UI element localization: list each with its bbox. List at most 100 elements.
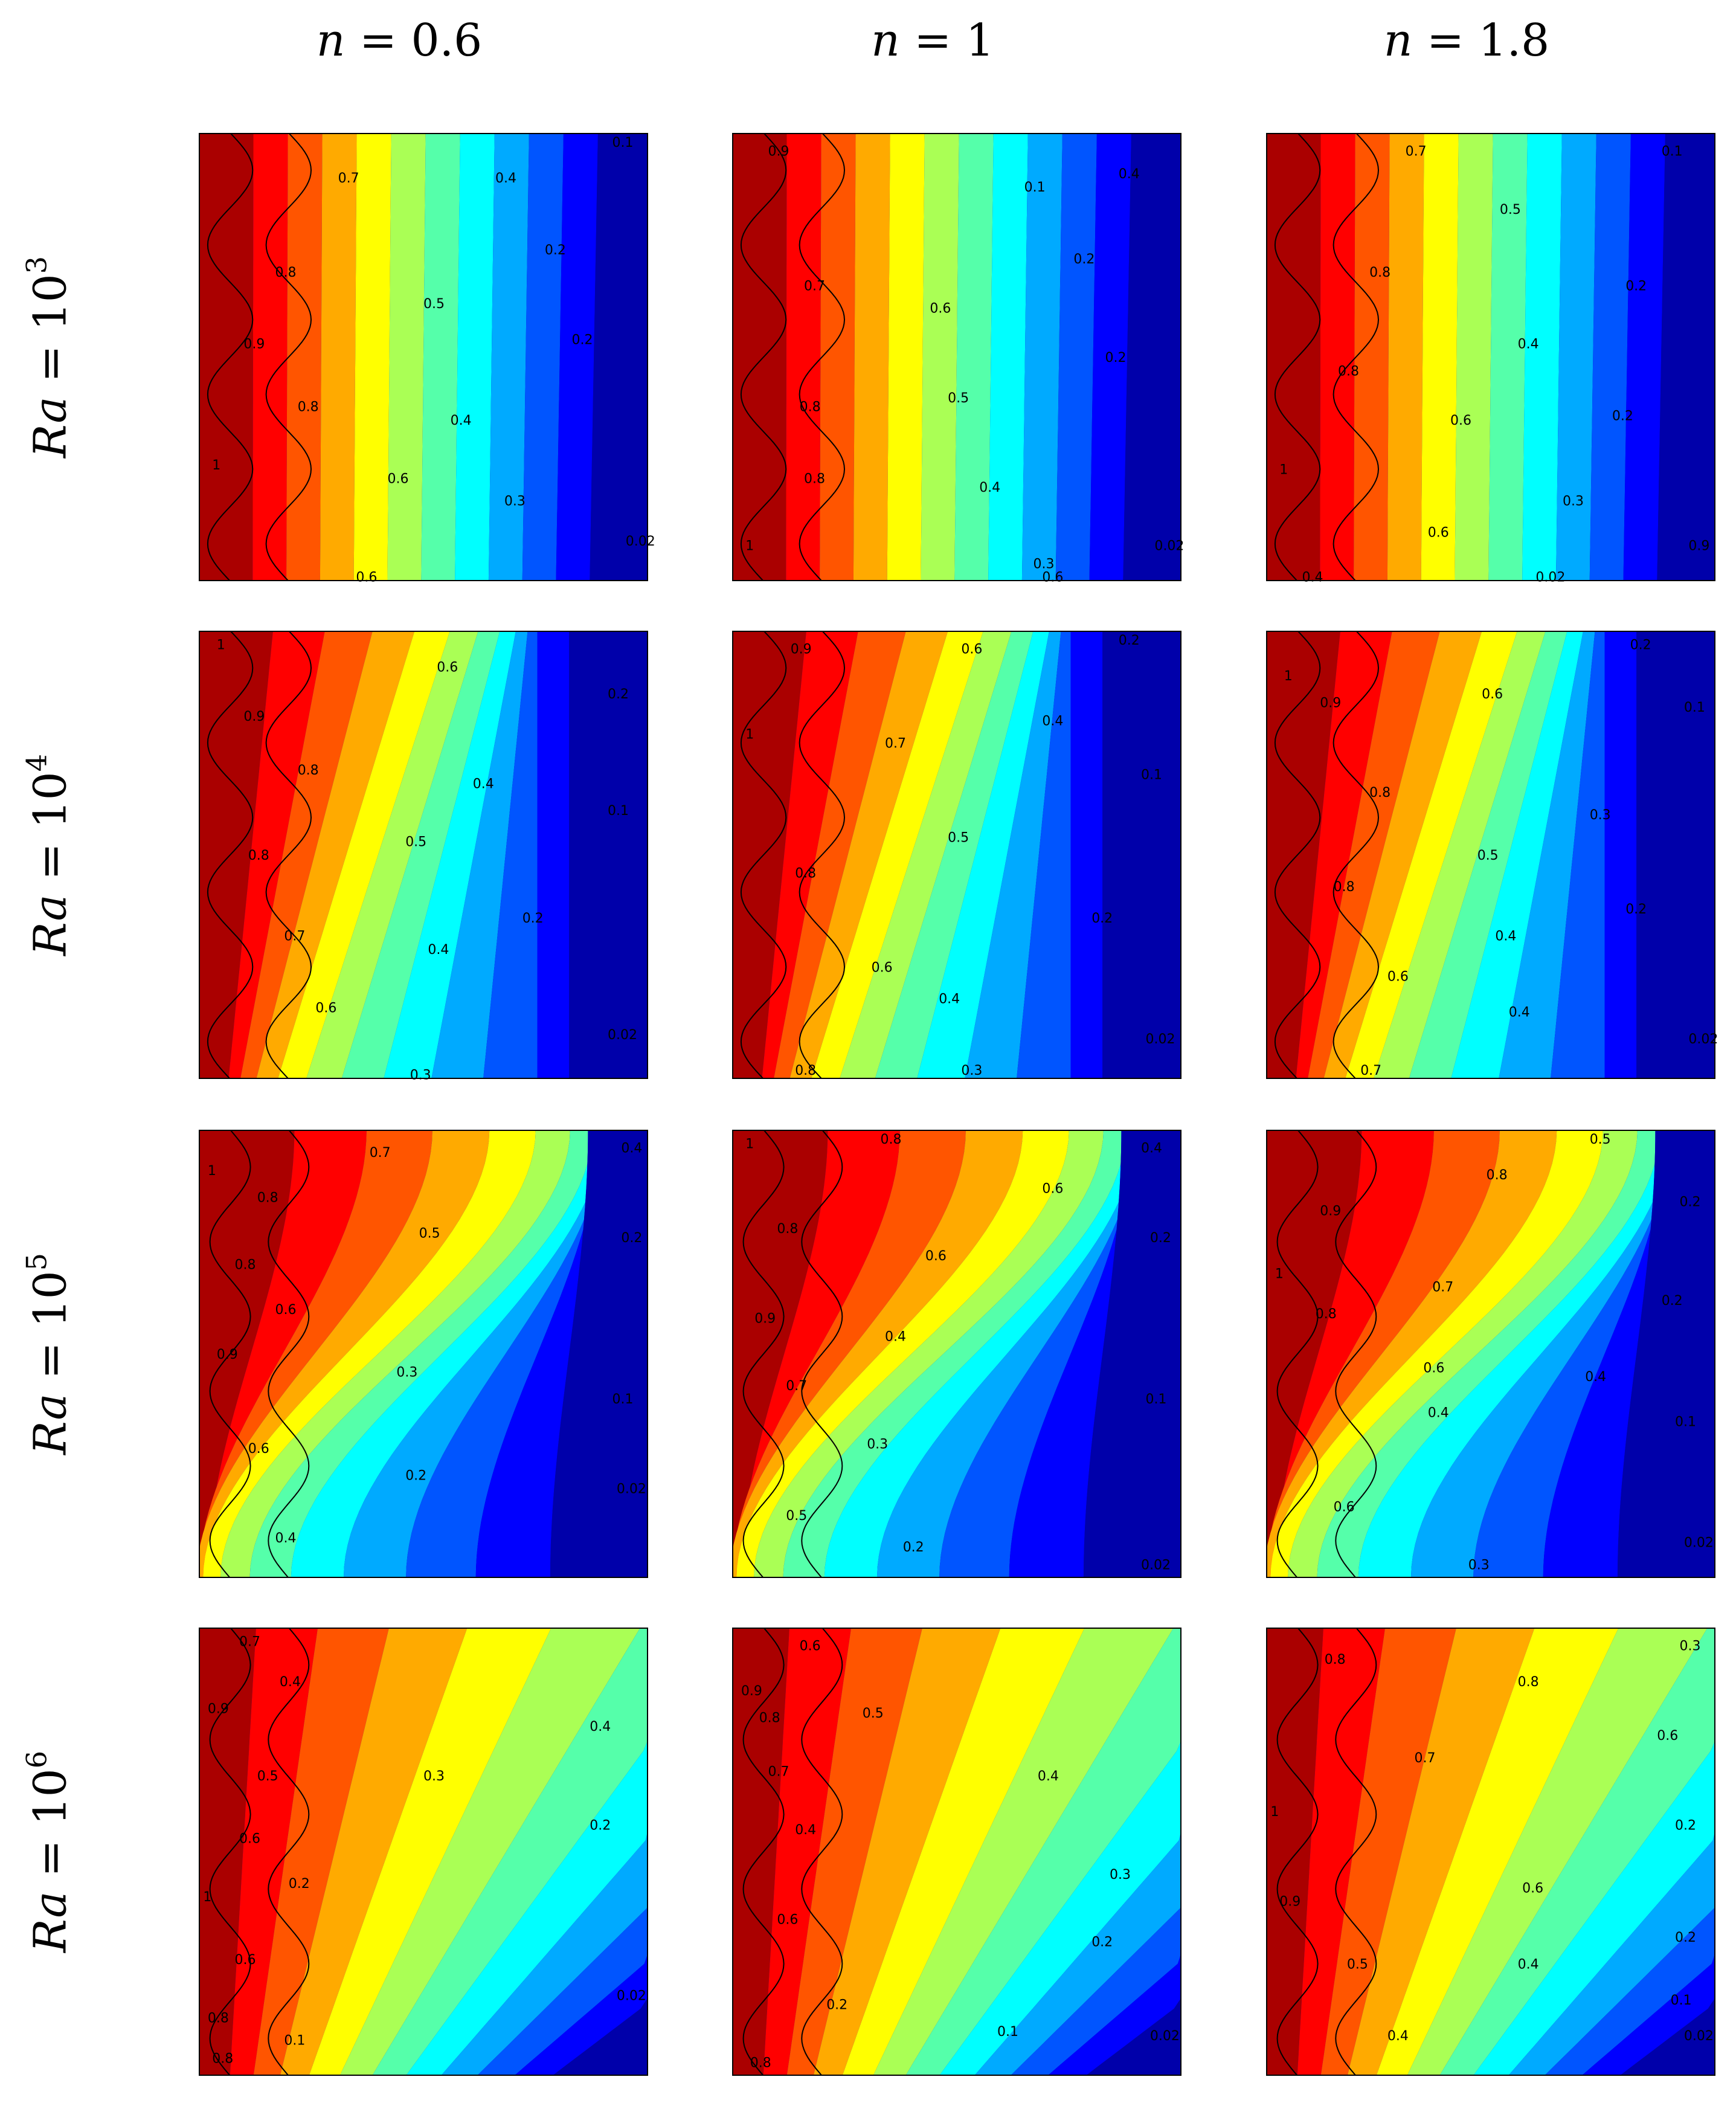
contour-label: 0.9: [1279, 1895, 1300, 1910]
contour-label: 0.5: [1590, 1132, 1611, 1147]
isotherm-band: [965, 631, 1061, 1079]
isotherm-band: [1320, 133, 1355, 581]
isotherm-band: [1473, 1628, 1715, 2076]
contour-label: 0.4: [1495, 929, 1516, 944]
isotherm-band: [811, 631, 983, 1079]
isotherm-band: [286, 133, 323, 581]
contour-label: 0.02: [1146, 1032, 1175, 1047]
contour-label: 0.4: [939, 991, 960, 1006]
contour-label: 1: [203, 1890, 211, 1905]
isotherm-band: [199, 1628, 256, 2076]
contour-panel-r2-c0: 0.7 0.4 1 0.8 0.5 0.2 0.8 0.6 0.9 0.3 0.1 0.6 0.2 0.0…: [199, 1130, 648, 1578]
wavy-wall-line: [1274, 631, 1321, 1079]
isotherm-band: [1320, 1628, 1457, 2076]
contour-label: 0.4: [1141, 1141, 1162, 1156]
contour-label: 0.2: [572, 332, 593, 347]
isotherm-band: [939, 1628, 1181, 2076]
isotherm-band: [842, 1628, 1085, 2076]
contour-label: 0.5: [863, 1706, 884, 1721]
contour-label: 0.02: [1535, 570, 1565, 585]
contour-label: 0.7: [338, 171, 359, 186]
contour-label: 0.8: [208, 2011, 229, 2026]
contour-label: 0.6: [777, 1912, 798, 1927]
isotherm-band: [875, 631, 1034, 1079]
contour-panel-r0-c1: 0.9 0.4 0.1 0.7 0.2 0.6 0.2 0.5 0.8 0.8 0.4 1 0.3 0.0…: [732, 133, 1184, 585]
isotherm-band: [309, 1628, 551, 2076]
isotherm-band: [905, 1628, 1181, 2076]
contour-label: 0.4: [428, 942, 449, 958]
isotherm-band: [1387, 133, 1424, 581]
contour-label: 0.2: [1119, 633, 1140, 648]
isotherm-band: [1123, 133, 1181, 581]
isotherm-band: [455, 133, 495, 581]
isotherm-band: [1288, 1130, 1638, 1578]
wavy-wall-line-outer: [1333, 631, 1380, 1079]
contour-label: 0.8: [1316, 1307, 1337, 1322]
isotherm-band: [1307, 631, 1440, 1079]
isotherm-band: [1102, 631, 1181, 1079]
contour-label: 0.4: [1119, 167, 1140, 182]
contour-label: 0.02: [617, 1482, 646, 1497]
contour-label: 0.3: [1468, 1558, 1490, 1573]
wavy-wall-line-outer: [1333, 133, 1380, 581]
isotherm-band: [824, 1130, 1137, 1578]
isotherm-band: [199, 1130, 295, 1578]
contour-label: 0.02: [626, 534, 655, 549]
isotherm-band: [783, 1130, 1126, 1578]
isotherm-band: [1604, 631, 1637, 1079]
isotherm-band: [1451, 631, 1583, 1079]
isotherm-band: [732, 1130, 966, 1578]
wavy-wall-line: [209, 1130, 251, 1578]
wavy-wall-line: [209, 1628, 251, 2076]
contour-label: 0.2: [1073, 252, 1095, 267]
isotherm-band: [1266, 1130, 1362, 1578]
wavy-wall-line-outer: [801, 1628, 843, 2076]
panel-frame: [199, 631, 648, 1079]
isotherm-band: [440, 1628, 648, 2076]
contour-label: 0.8: [1369, 265, 1390, 280]
isotherm-band: [786, 133, 821, 581]
contour-label: 0.1: [1675, 1414, 1696, 1429]
contour-label: 0.6: [356, 570, 377, 585]
contour-label: 0.1: [1024, 180, 1046, 195]
isotherm-band: [1358, 1130, 1671, 1578]
isotherm-band: [1522, 133, 1562, 581]
isotherm-band: [406, 1130, 605, 1578]
contour-label: 0.2: [1105, 350, 1127, 366]
contour-panel-r0-c0: 0.7 0.4 0.1 0.8 0.2 0.9 0.5 0.2 0.8 0.4 1 0.6 0.3 0.0…: [199, 133, 655, 585]
isotherm-band: [203, 1130, 536, 1578]
contour-label: 0.4: [451, 413, 472, 428]
row-header-ra-1e5: Ra = 105: [20, 1252, 77, 1455]
contour-panel-r1-c1: 0.9 0.6 0.2 0.4 1 0.7 0.1 0.5 0.8 0.2 0.6 0.4 0.02 0.…: [732, 631, 1181, 1079]
isotherm-band: [431, 631, 528, 1079]
contour-label: 0.6: [235, 1953, 256, 1968]
contour-plot: 1 0.6 0.9 0.2 0.8 0.4 0.1 0.5 0.8 0.2 0.7 0.4 0.6 0.0…: [199, 631, 648, 1083]
isotherm-band: [1407, 1628, 1708, 2076]
isotherm-band: [1089, 133, 1131, 581]
contour-label: 0.4: [1585, 1370, 1606, 1385]
contour-label: 1: [1275, 1266, 1284, 1281]
contour-label: 0.2: [1091, 911, 1113, 926]
contour-label: 0.2: [1091, 1934, 1113, 1950]
isotherm-band: [372, 1628, 648, 2076]
isotherm-band: [1266, 133, 1321, 581]
isotherm-band: [306, 631, 478, 1079]
isotherm-band: [1055, 133, 1097, 581]
isotherm-band: [1021, 133, 1062, 581]
isotherm-band: [820, 133, 856, 581]
contour-label: 0.4: [1042, 713, 1063, 729]
contour-label: 0.6: [437, 660, 458, 675]
wavy-wall-line: [742, 1130, 785, 1578]
contour-label: 0.4: [1518, 1957, 1539, 1973]
contour-label: 0.2: [522, 911, 544, 926]
isotherm-band: [921, 133, 959, 581]
contour-label: 0.5: [423, 297, 445, 312]
contour-label: 0.2: [289, 1876, 310, 1892]
contour-plot: 0.9 0.4 0.1 0.7 0.2 0.6 0.2 0.5 0.8 0.8 0.4 1 0.3 0.0…: [732, 133, 1184, 585]
isotherm-band: [483, 631, 538, 1079]
contour-label: 0.2: [590, 1818, 611, 1834]
panel-frame: [732, 1628, 1181, 2076]
isotherm-band: [1488, 133, 1528, 581]
contour-label: 0.1: [1684, 700, 1705, 715]
contour-label: 0.02: [617, 1988, 646, 2003]
